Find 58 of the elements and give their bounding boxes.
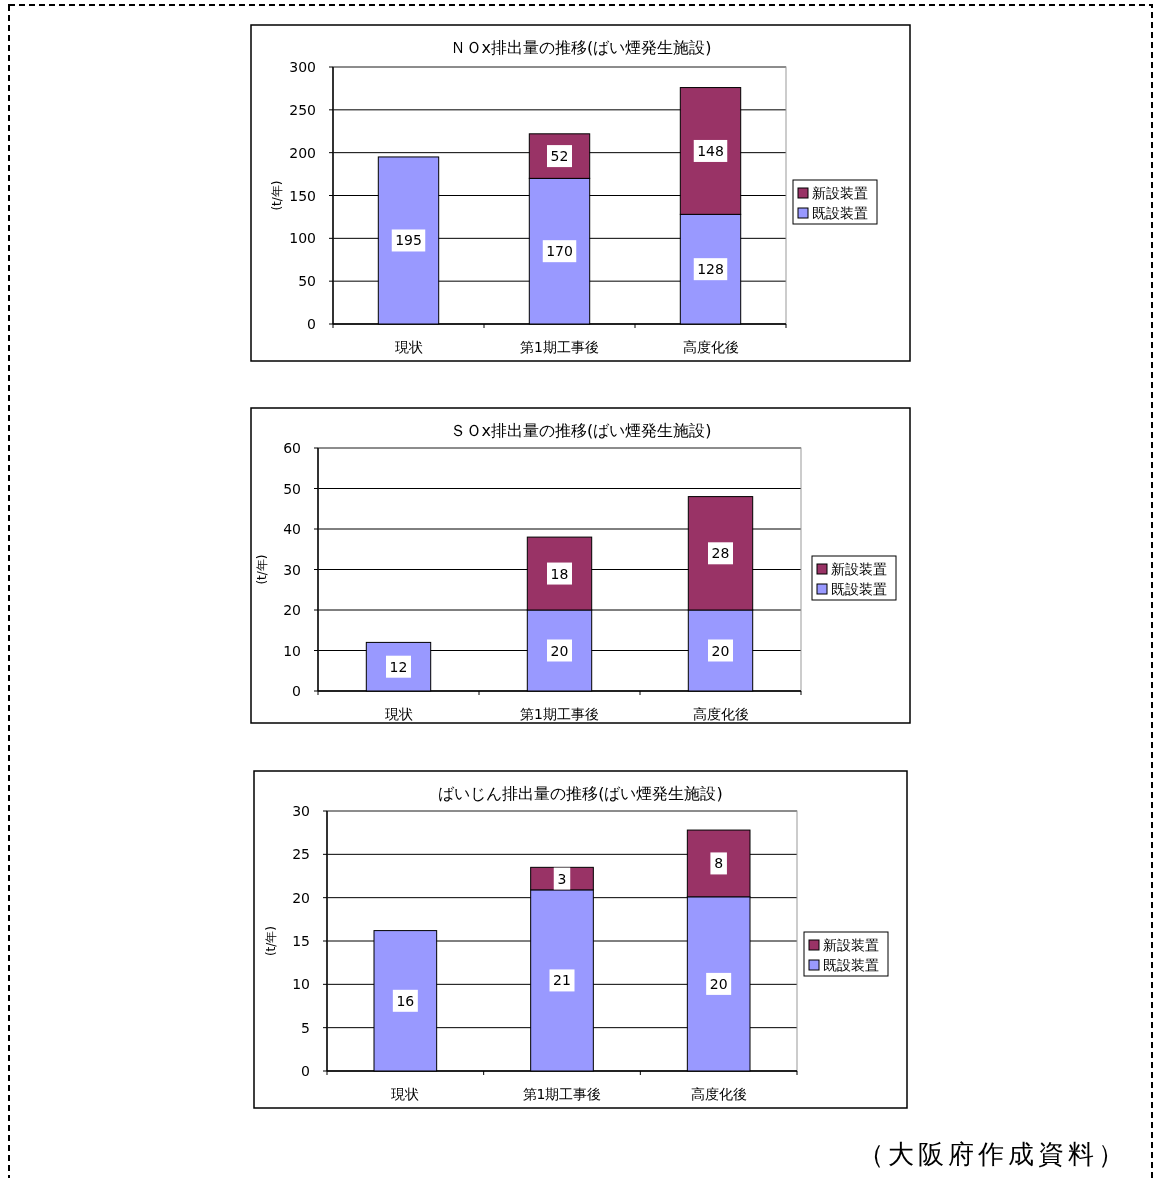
y-tick-label: 30 bbox=[283, 561, 301, 578]
data-label: 128 bbox=[697, 261, 724, 278]
chart-title: ＳＯx排出量の推移(ばい煙発生施設) bbox=[449, 421, 712, 440]
legend-label: 既設装置 bbox=[823, 957, 879, 973]
y-tick-label: 50 bbox=[298, 273, 316, 290]
y-tick-label: 40 bbox=[283, 521, 301, 537]
data-label: 148 bbox=[697, 142, 724, 159]
data-label: 20 bbox=[550, 642, 569, 659]
x-tick-label: 高度化後 bbox=[682, 339, 739, 355]
y-tick-label: 20 bbox=[292, 889, 310, 906]
y-tick-label: 15 bbox=[292, 933, 310, 949]
data-label: 170 bbox=[546, 243, 573, 260]
y-tick-label: 10 bbox=[292, 976, 310, 993]
y-axis-title: (t/年) bbox=[255, 554, 269, 585]
legend-label: 新設装置 bbox=[831, 561, 887, 577]
y-tick-label: 200 bbox=[289, 144, 316, 161]
chart-title: ばいじん排出量の推移(ばい煙発生施設) bbox=[438, 784, 723, 803]
data-label: 20 bbox=[709, 975, 728, 992]
y-tick-label: 0 bbox=[307, 316, 316, 332]
y-tick-label: 300 bbox=[289, 59, 316, 75]
x-tick-label: 第1期工事後 bbox=[522, 1086, 602, 1102]
data-label: 21 bbox=[553, 972, 571, 989]
y-tick-label: 60 bbox=[283, 440, 301, 456]
x-tick-label: 高度化後 bbox=[690, 1086, 747, 1102]
x-tick-label: 現状 bbox=[384, 706, 413, 722]
y-axis-title: (t/年) bbox=[270, 180, 284, 211]
legend-label: 新設装置 bbox=[812, 185, 868, 201]
chart-title: ＮＯx排出量の推移(ばい煙発生施設) bbox=[449, 38, 712, 57]
data-label: 16 bbox=[396, 992, 415, 1009]
text: （大阪府作成資料） bbox=[858, 1139, 1128, 1169]
x-tick-label: 第1期工事後 bbox=[520, 706, 599, 722]
y-tick-label: 250 bbox=[289, 101, 316, 118]
data-label: 195 bbox=[395, 232, 422, 249]
x-tick-label: 高度化後 bbox=[692, 706, 749, 722]
data-label: 3 bbox=[557, 870, 567, 887]
x-tick-label: 現状 bbox=[391, 1086, 420, 1102]
legend-label: 新設装置 bbox=[823, 937, 879, 953]
y-tick-label: 25 bbox=[292, 846, 310, 863]
legend-label: 既設装置 bbox=[812, 205, 868, 221]
data-label: 28 bbox=[711, 545, 730, 562]
y-tick-label: 30 bbox=[292, 803, 310, 819]
data-label: 12 bbox=[389, 658, 408, 675]
data-label: 8 bbox=[714, 855, 724, 872]
x-tick-label: 現状 bbox=[394, 339, 423, 355]
data-label: 18 bbox=[550, 565, 569, 582]
y-tick-label: 0 bbox=[301, 1063, 310, 1079]
y-tick-label: 0 bbox=[292, 683, 301, 699]
data-label: 20 bbox=[711, 642, 730, 659]
y-tick-label: 5 bbox=[301, 1019, 310, 1036]
y-tick-label: 50 bbox=[283, 480, 301, 497]
data-label: 52 bbox=[550, 148, 569, 165]
x-tick-label: 第1期工事後 bbox=[520, 339, 599, 355]
legend-label: 既設装置 bbox=[831, 581, 887, 597]
y-tick-label: 20 bbox=[283, 602, 301, 618]
y-tick-label: 100 bbox=[289, 230, 316, 247]
y-axis-title: (t/年) bbox=[264, 925, 278, 957]
y-tick-label: 150 bbox=[289, 187, 316, 204]
y-tick-label: 10 bbox=[283, 642, 301, 659]
